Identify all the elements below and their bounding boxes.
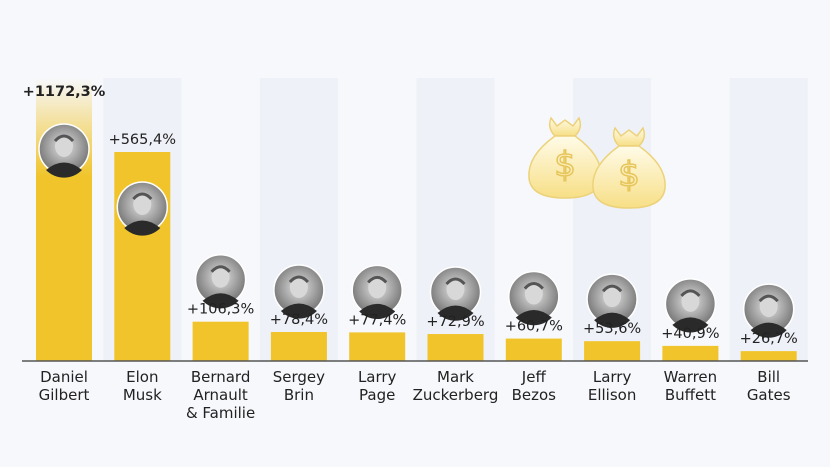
category-label: Elon Musk: [123, 368, 162, 404]
value-label: +78,4%: [270, 312, 328, 328]
person-photo-icon: [664, 278, 717, 333]
bar: [192, 321, 249, 361]
bar: [349, 332, 406, 361]
bar: [505, 338, 562, 361]
value-label: +565,4%: [109, 132, 176, 148]
bar: [270, 332, 327, 361]
value-label: +77,4%: [348, 312, 406, 328]
category-label: Jeff Bezos: [512, 368, 557, 404]
category-label: Bernard Arnault & Familie: [186, 368, 255, 422]
person-photo-icon: [742, 283, 795, 338]
person-photo-icon: [116, 181, 169, 236]
bar: [662, 345, 719, 361]
person-photo-icon: [429, 266, 482, 321]
money-bag-icon: $: [592, 126, 666, 209]
value-label: +26,7%: [740, 331, 798, 347]
category-label: Mark Zuckerberg: [413, 368, 499, 404]
bar: [427, 334, 484, 361]
category-label: Larry Page: [358, 368, 397, 404]
value-label: +1172,3%: [23, 84, 106, 100]
money-bags-illustration: $ $: [528, 116, 666, 209]
value-label: +106,3%: [187, 302, 254, 318]
category-label: Bill Gates: [747, 368, 791, 404]
money-bag-icon: $: [528, 116, 602, 199]
category-label: Sergey Brin: [273, 368, 325, 404]
category-label: Warren Buffett: [664, 368, 718, 404]
person-photo-icon: [38, 123, 90, 178]
person-photo-icon: [273, 264, 325, 319]
value-label: +60,7%: [505, 319, 563, 335]
svg-text:$: $: [618, 155, 640, 195]
bar: [584, 341, 641, 361]
category-label: Daniel Gilbert: [39, 368, 90, 404]
value-label: +53,6%: [583, 321, 641, 337]
svg-text:$: $: [554, 145, 576, 185]
category-label: Larry Ellison: [588, 368, 636, 404]
value-label: +40,9%: [661, 326, 719, 342]
value-label: +72,9%: [426, 314, 484, 330]
person-photo-icon: [586, 273, 638, 328]
person-photo-icon: [194, 253, 247, 309]
person-photo-icon: [508, 270, 560, 326]
bar: [740, 351, 797, 361]
person-photo-icon: [351, 264, 403, 320]
bar: [36, 78, 92, 361]
